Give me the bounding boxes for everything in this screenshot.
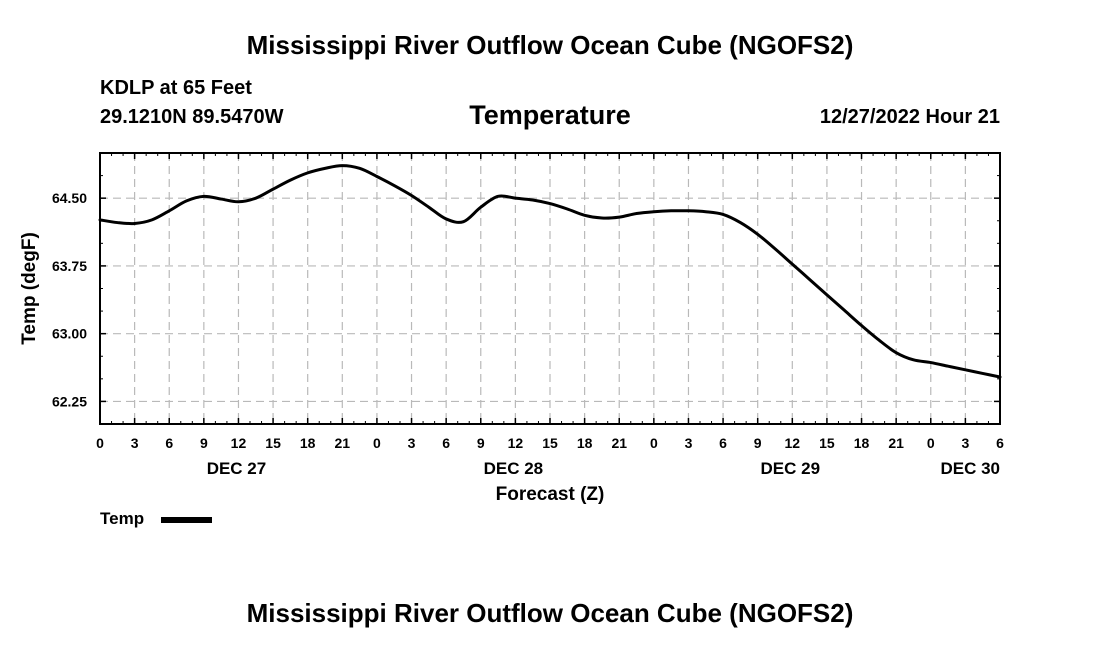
x-tick-label: 0 — [927, 435, 935, 451]
series-line-temp — [98, 164, 1002, 379]
x-tick-label: 21 — [888, 435, 904, 451]
x-tick-label: 18 — [577, 435, 593, 451]
y-tick-label: 63.75 — [52, 258, 87, 274]
x-tick-label: 0 — [373, 435, 381, 451]
x-tick-label: 15 — [265, 435, 281, 451]
day-label: DEC 30 — [940, 459, 1000, 478]
x-tick-label: 9 — [477, 435, 485, 451]
day-label: DEC 29 — [761, 459, 821, 478]
coordinates-label: 29.1210N 89.5470W — [100, 106, 284, 128]
main-title: Mississippi River Outflow Ocean Cube (NG… — [246, 30, 854, 60]
x-tick-label: 0 — [650, 435, 658, 451]
x-tick-label: 3 — [961, 435, 969, 451]
x-tick-label: 18 — [854, 435, 870, 451]
datetime-label: 12/27/2022 Hour 21 — [819, 106, 1000, 128]
x-tick-label: 6 — [165, 435, 173, 451]
x-tick-label: 3 — [131, 435, 139, 451]
parameter-title: Temperature — [469, 100, 631, 130]
x-tick-label: 9 — [754, 435, 762, 451]
y-tick-label: 63.00 — [52, 326, 87, 342]
x-axis-title: Forecast (Z) — [496, 484, 605, 505]
x-tick-label: 6 — [996, 435, 1004, 451]
x-tick-label: 6 — [719, 435, 727, 451]
x-tick-label: 18 — [300, 435, 316, 451]
y-tick-label: 62.25 — [52, 393, 87, 409]
x-tick-label: 15 — [542, 435, 558, 451]
x-tick-label: 0 — [96, 435, 104, 451]
x-tick-label: 3 — [408, 435, 416, 451]
x-tick-label: 12 — [231, 435, 247, 451]
x-tick-label: 6 — [442, 435, 450, 451]
legend-line-swatch — [161, 517, 212, 523]
x-tick-label: 9 — [200, 435, 208, 451]
x-tick-label: 21 — [335, 435, 351, 451]
x-tick-label: 21 — [611, 435, 627, 451]
y-axis-title: Temp (degF) — [19, 232, 40, 345]
day-label: DEC 27 — [207, 459, 267, 478]
second-title: Mississippi River Outflow Ocean Cube (NG… — [246, 598, 854, 628]
x-tick-label: 15 — [819, 435, 835, 451]
x-tick-label: 12 — [508, 435, 524, 451]
legend-label: Temp — [100, 509, 145, 528]
x-tick-label: 12 — [785, 435, 801, 451]
day-label: DEC 28 — [484, 459, 544, 478]
y-tick-label: 64.50 — [52, 190, 87, 206]
x-tick-label: 3 — [685, 435, 693, 451]
station-label: KDLP at 65 Feet — [100, 77, 252, 99]
